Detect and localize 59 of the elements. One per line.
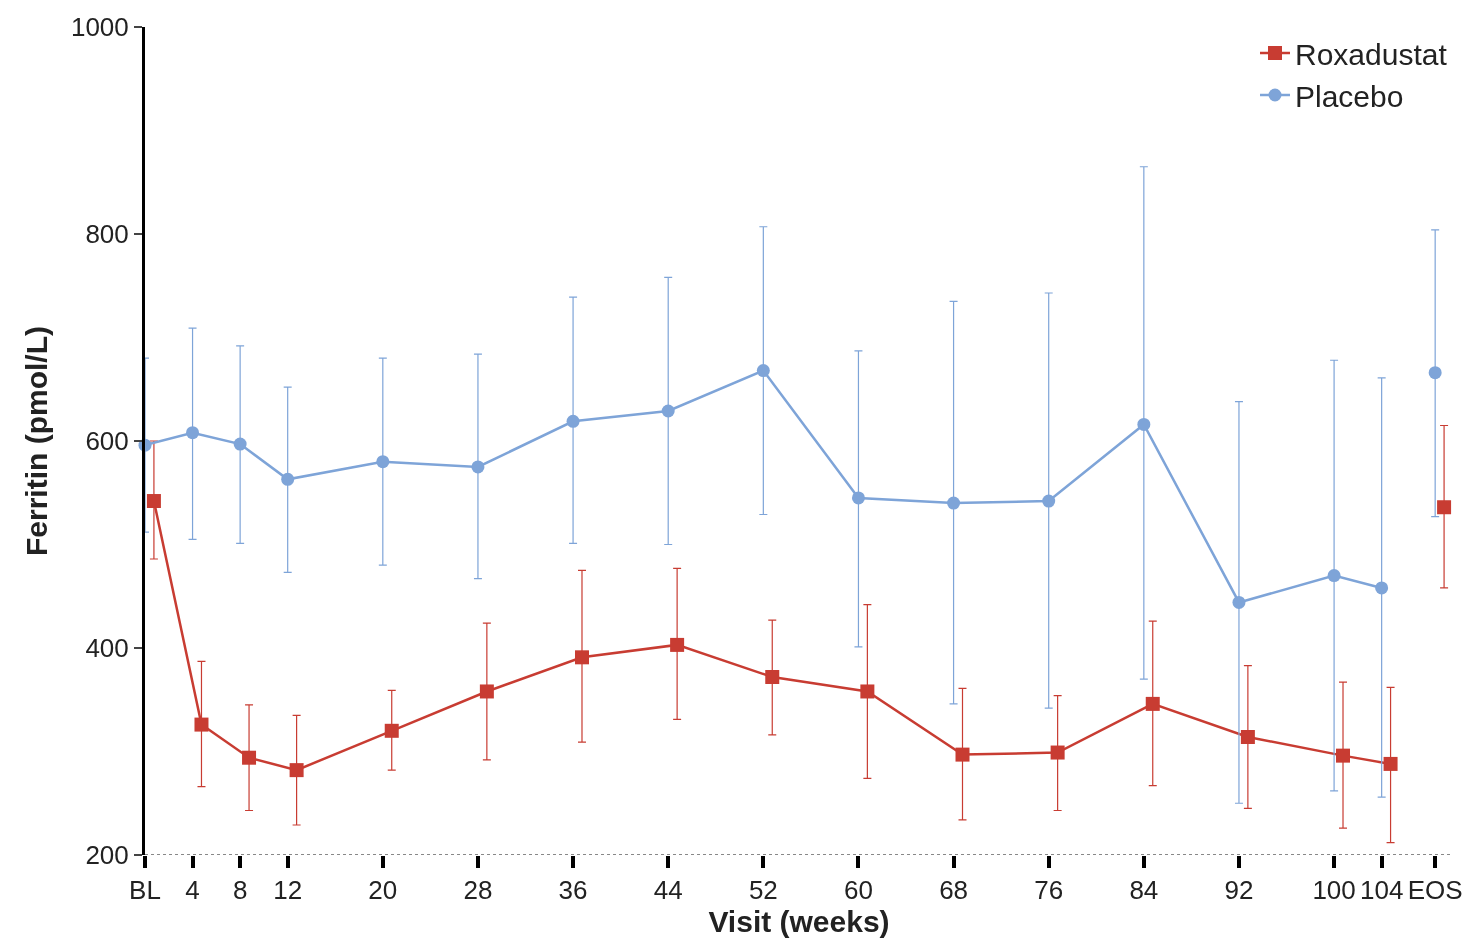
y-tick-label: 800 bbox=[85, 219, 129, 250]
x-tick-label: 104 bbox=[1359, 875, 1404, 906]
point bbox=[289, 763, 304, 778]
y-tick-label: 1000 bbox=[70, 12, 129, 43]
x-tick-label: 84 bbox=[1129, 875, 1159, 906]
x-tick-label: 4 bbox=[185, 875, 200, 906]
x-tick-label: BL bbox=[129, 875, 161, 906]
x-tick-label: 28 bbox=[463, 875, 493, 906]
point bbox=[1042, 494, 1056, 508]
point bbox=[1375, 581, 1389, 595]
x-tick-label: 20 bbox=[368, 875, 398, 906]
point bbox=[376, 455, 390, 469]
x-tick-label: 60 bbox=[843, 875, 873, 906]
x-tick-label: 68 bbox=[939, 875, 969, 906]
point bbox=[860, 684, 875, 699]
point bbox=[566, 414, 580, 428]
point bbox=[242, 750, 257, 765]
x-tick-label: EOS bbox=[1407, 875, 1463, 906]
point bbox=[1240, 730, 1255, 745]
legend-label: Roxadustat bbox=[1295, 37, 1448, 71]
point bbox=[1437, 500, 1452, 515]
point bbox=[765, 669, 780, 684]
x-tick-label: 8 bbox=[232, 875, 248, 906]
point bbox=[1137, 417, 1151, 431]
point bbox=[1232, 595, 1246, 609]
point bbox=[194, 717, 209, 732]
point bbox=[1336, 748, 1351, 763]
x-tick-label: 52 bbox=[748, 875, 778, 906]
legend-label: Placebo bbox=[1295, 79, 1404, 113]
point bbox=[670, 637, 685, 652]
point bbox=[1428, 366, 1442, 380]
point bbox=[233, 437, 247, 451]
point bbox=[384, 723, 399, 738]
point bbox=[661, 404, 675, 418]
point bbox=[1050, 745, 1065, 760]
x-tick-label: 76 bbox=[1034, 875, 1064, 906]
point bbox=[756, 364, 770, 378]
point bbox=[574, 650, 589, 665]
x-tick-label: 44 bbox=[653, 875, 683, 906]
point bbox=[1383, 756, 1398, 771]
x-axis-title: Visit (weeks) bbox=[708, 905, 890, 939]
point bbox=[281, 472, 295, 486]
y-tick-label: 600 bbox=[85, 426, 129, 457]
point bbox=[186, 426, 200, 440]
point bbox=[947, 496, 961, 510]
y-tick-label: 200 bbox=[85, 840, 129, 871]
point bbox=[955, 747, 970, 762]
x-tick-label: 12 bbox=[273, 875, 303, 906]
point bbox=[479, 684, 494, 699]
point bbox=[146, 494, 161, 509]
x-tick-label: 36 bbox=[558, 875, 588, 906]
x-tick-label: 100 bbox=[1312, 875, 1356, 906]
y-tick-label: 400 bbox=[85, 633, 129, 664]
point bbox=[1145, 696, 1160, 711]
x-tick-label: 92 bbox=[1224, 875, 1254, 906]
point bbox=[851, 491, 865, 505]
y-axis-title: Ferritin (pmol/L) bbox=[19, 326, 53, 556]
point bbox=[471, 460, 485, 474]
point bbox=[1327, 569, 1341, 583]
